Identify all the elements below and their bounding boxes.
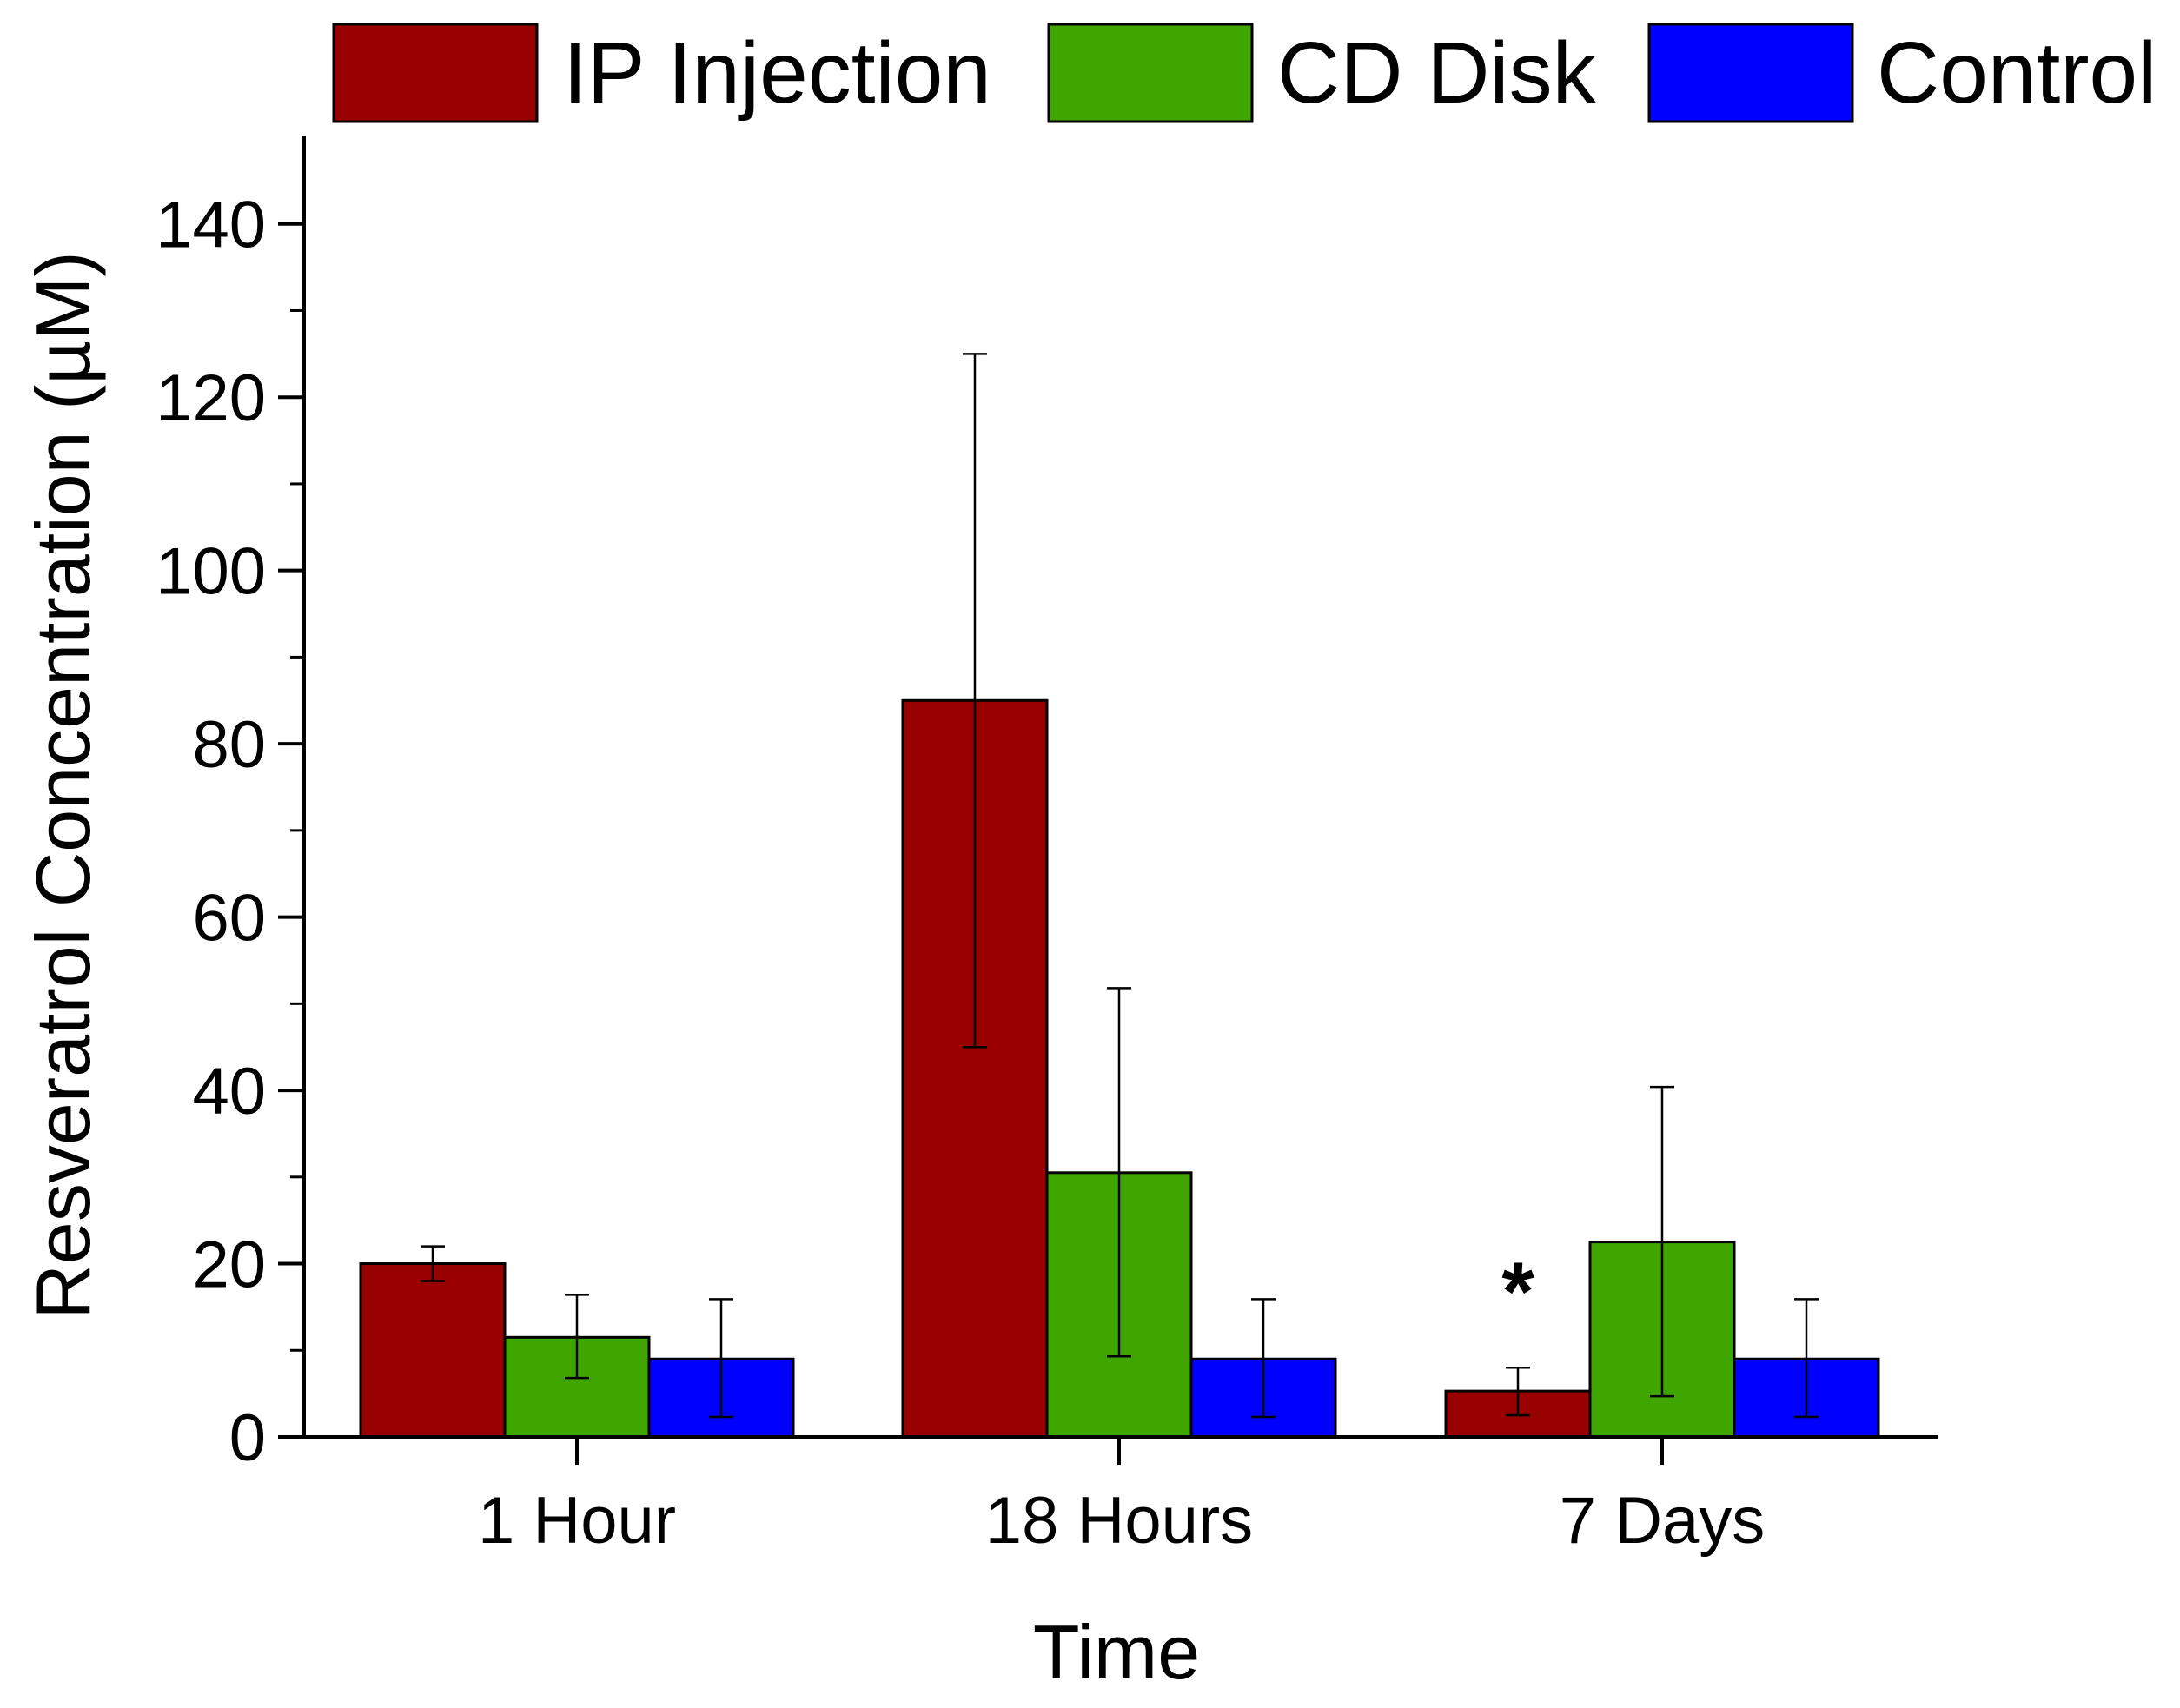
y-tick-label: 80: [192, 708, 266, 782]
legend-label: CD Disk: [1277, 24, 1597, 122]
bar-ip-injection-1-hour: [359, 1262, 507, 1439]
legend-label: IP Injection: [563, 24, 991, 122]
y-tick-label: 40: [192, 1055, 266, 1129]
legend-swatch: [1047, 23, 1254, 123]
legend: IP Injection CD Disk Control: [332, 23, 2157, 123]
error-bar-cd-disk-7-days: [1650, 1085, 1674, 1398]
x-tick-label: 7 Days: [1560, 1484, 1766, 1558]
y-tick-label: 120: [156, 361, 266, 435]
error-bar-control-1-hour: [709, 1298, 733, 1419]
y-tick-label: 20: [192, 1228, 266, 1302]
y-tick-label: 100: [156, 535, 266, 609]
error-bar-cd-disk-18-hours: [1107, 987, 1131, 1358]
y-tick-label: 140: [156, 189, 266, 262]
error-bar-control-7-days: [1794, 1298, 1819, 1419]
y-tick-label: 60: [192, 882, 266, 956]
y-axis-title: Resveratrol Concentration (µM): [20, 251, 106, 1319]
x-axis-title: Time: [1033, 1609, 1200, 1695]
legend-item-control: Control: [1647, 23, 2157, 123]
legend-item-ip-injection: IP Injection: [332, 23, 991, 123]
legend-swatch: [1647, 23, 1854, 123]
legend-label: Control: [1877, 24, 2157, 122]
x-tick-label: 1 Hour: [478, 1484, 676, 1558]
error-bar-ip-injection-18-hours: [963, 353, 987, 1049]
error-bar-ip-injection-1-hour: [421, 1245, 445, 1282]
error-bar-ip-injection-7-days: [1506, 1366, 1530, 1417]
x-tick-label: 18 Hours: [985, 1484, 1253, 1558]
error-bars-layer: [421, 353, 1819, 1419]
annotations-layer: *: [1501, 1245, 1534, 1338]
legend-swatch: [332, 23, 539, 123]
error-bar-cd-disk-1-hour: [565, 1294, 589, 1380]
legend-item-cd-disk: CD Disk: [1047, 23, 1597, 123]
y-tick-label: 0: [229, 1401, 266, 1475]
axes: 0 20 40 60 80 100 120 140 1 Hour 18 Hours 7 Days: [156, 136, 1938, 1558]
significance-asterisk: *: [1501, 1245, 1534, 1338]
error-bar-control-18-hours: [1251, 1298, 1276, 1419]
